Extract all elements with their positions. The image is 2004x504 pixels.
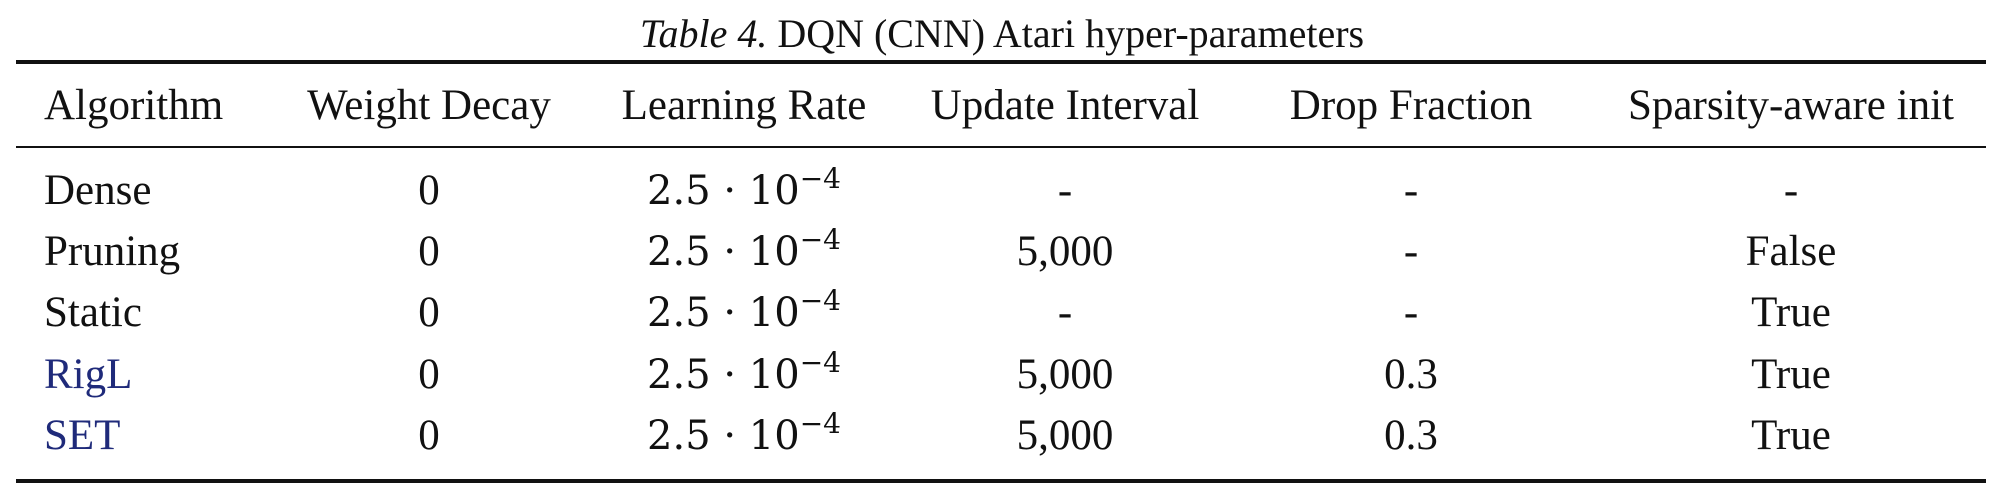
table-caption: Table 4. DQN (CNN) Atari hyper-parameter… bbox=[0, 8, 2004, 60]
row-weight-decay: 0 bbox=[418, 289, 440, 336]
table-caption-title: DQN (CNN) Atari hyper-parameters bbox=[777, 11, 1365, 56]
learning-rate-exponent: −4 bbox=[799, 345, 841, 379]
row-sparsity-aware-init: False bbox=[1745, 228, 1837, 275]
header-weight-decay: Weight Decay bbox=[307, 82, 551, 129]
header-update-interval: Update Interval bbox=[930, 82, 1200, 129]
row-algorithm: Pruning bbox=[44, 228, 181, 275]
row-learning-rate: 2.5 · 10−4 bbox=[584, 161, 904, 221]
header-learning-rate: Learning Rate bbox=[621, 82, 867, 129]
row-sparsity-aware-init: - bbox=[1783, 167, 1799, 214]
header-drop-fraction: Drop Fraction bbox=[1289, 82, 1533, 129]
header-sparsity-aware-init: Sparsity-aware init bbox=[1628, 82, 1954, 129]
row-drop-fraction: - bbox=[1403, 167, 1419, 214]
row-sparsity-aware-init: True bbox=[1751, 289, 1831, 336]
row-weight-decay: 0 bbox=[418, 228, 440, 275]
learning-rate-exponent: −4 bbox=[799, 283, 841, 317]
row-weight-decay: 0 bbox=[418, 167, 440, 214]
learning-rate-base: 2.5 · 10 bbox=[647, 290, 800, 336]
learning-rate-base: 2.5 · 10 bbox=[647, 413, 800, 459]
table-row-set: SET 0 2.5 · 10−4 5,000 0.3 True bbox=[0, 406, 2004, 466]
row-algorithm-link[interactable]: RigL bbox=[44, 351, 133, 398]
table-row-dense: Dense 0 2.5 · 10−4 - - - bbox=[0, 161, 2004, 221]
learning-rate-exponent: −4 bbox=[799, 222, 841, 256]
row-update-interval: 5,000 bbox=[1016, 412, 1114, 459]
row-update-interval: - bbox=[1057, 289, 1073, 336]
table-header-rule bbox=[16, 146, 1986, 148]
row-drop-fraction: - bbox=[1403, 289, 1419, 336]
row-learning-rate: 2.5 · 10−4 bbox=[584, 345, 904, 405]
learning-rate-exponent: −4 bbox=[799, 406, 841, 440]
row-sparsity-aware-init: True bbox=[1751, 351, 1831, 398]
row-drop-fraction: 0.3 bbox=[1384, 412, 1438, 459]
row-update-interval: 5,000 bbox=[1016, 351, 1114, 398]
row-algorithm: Static bbox=[44, 289, 142, 336]
row-weight-decay: 0 bbox=[418, 412, 440, 459]
row-update-interval: - bbox=[1057, 167, 1073, 214]
row-weight-decay: 0 bbox=[418, 351, 440, 398]
table-top-rule bbox=[16, 60, 1986, 64]
table-row-pruning: Pruning 0 2.5 · 10−4 5,000 - False bbox=[0, 222, 2004, 282]
row-algorithm: Dense bbox=[44, 167, 152, 214]
row-drop-fraction: 0.3 bbox=[1384, 351, 1438, 398]
learning-rate-base: 2.5 · 10 bbox=[647, 352, 800, 398]
row-drop-fraction: - bbox=[1403, 228, 1419, 275]
row-learning-rate: 2.5 · 10−4 bbox=[584, 406, 904, 466]
row-update-interval: 5,000 bbox=[1016, 228, 1114, 275]
table-bottom-rule bbox=[16, 479, 1986, 483]
row-learning-rate: 2.5 · 10−4 bbox=[584, 283, 904, 343]
table-row-static: Static 0 2.5 · 10−4 - - True bbox=[0, 283, 2004, 343]
row-algorithm-link[interactable]: SET bbox=[44, 412, 121, 459]
row-learning-rate: 2.5 · 10−4 bbox=[584, 222, 904, 282]
row-sparsity-aware-init: True bbox=[1751, 412, 1831, 459]
table-row-rigl: RigL 0 2.5 · 10−4 5,000 0.3 True bbox=[0, 345, 2004, 405]
table-header-row: Algorithm Weight Decay Learning Rate Upd… bbox=[0, 76, 2004, 136]
learning-rate-base: 2.5 · 10 bbox=[647, 168, 800, 214]
learning-rate-base: 2.5 · 10 bbox=[647, 229, 800, 275]
table-caption-label: Table 4. bbox=[639, 11, 768, 56]
header-algorithm: Algorithm bbox=[44, 82, 224, 129]
learning-rate-exponent: −4 bbox=[799, 161, 841, 195]
